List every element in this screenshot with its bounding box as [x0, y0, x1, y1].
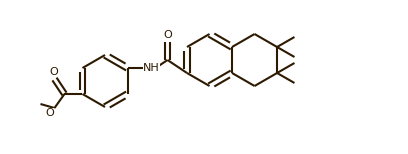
Text: NH: NH [143, 63, 160, 73]
Text: O: O [45, 108, 54, 118]
Text: O: O [163, 30, 172, 40]
Text: O: O [49, 67, 58, 77]
